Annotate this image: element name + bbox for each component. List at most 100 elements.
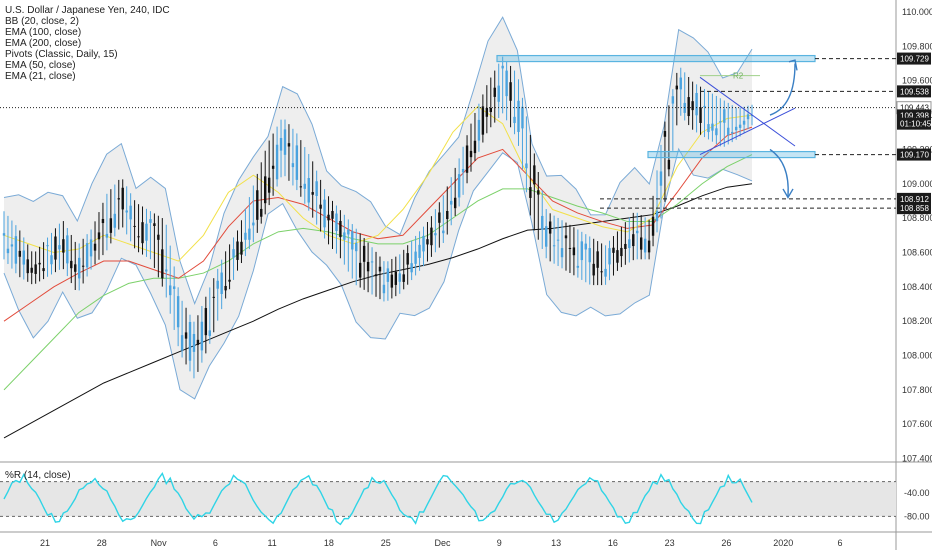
candle-body: [572, 247, 576, 256]
candle-body: [77, 257, 81, 279]
legend-ema200: EMA (200, close): [5, 38, 82, 49]
candle-body: [477, 119, 481, 141]
candle-body: [260, 208, 263, 217]
candle-body: [196, 339, 200, 345]
candle-body: [38, 262, 41, 265]
candle-body: [616, 250, 619, 263]
candle-body: [331, 210, 334, 219]
candle-body: [493, 87, 496, 97]
candle-body: [362, 245, 366, 262]
candle-body: [244, 232, 247, 240]
candle-body: [208, 330, 211, 336]
x-tick-label: 25: [381, 538, 391, 548]
candle-body: [517, 100, 520, 132]
triangle-upper-line: [699, 76, 796, 147]
candle-body: [398, 273, 401, 282]
candle-body: [347, 229, 350, 235]
candle-body: [184, 332, 188, 339]
legend-bb: BB (20, close, 2): [5, 16, 79, 27]
candle-body: [624, 243, 627, 249]
candle-body: [212, 296, 215, 298]
ema200-line: [3, 183, 753, 439]
candle-body: [165, 269, 168, 272]
candle-body: [639, 237, 643, 250]
candle-body: [469, 150, 473, 158]
candle-body: [430, 227, 433, 246]
candle-body: [287, 143, 291, 147]
candle-body: [457, 174, 461, 198]
candle-body: [66, 235, 69, 264]
candle-body: [279, 137, 283, 151]
down-arrow: [769, 148, 789, 196]
candle-body: [176, 296, 180, 328]
candle-body: [89, 239, 93, 257]
candle-body: [335, 213, 338, 231]
candle-body: [727, 127, 730, 136]
candle-body: [647, 240, 651, 253]
candle-body: [671, 96, 675, 104]
candle-body: [264, 176, 267, 204]
candle-body: [481, 106, 485, 135]
candle-body: [153, 223, 156, 227]
candle-body: [465, 145, 469, 173]
candle-body: [699, 107, 702, 123]
y-tick-label: 110.000: [902, 7, 932, 17]
candle-body: [711, 123, 714, 131]
candle-body: [687, 97, 690, 117]
x-tick-label: 13: [551, 538, 561, 548]
candle-body: [552, 245, 556, 247]
candle-body: [525, 163, 528, 169]
candle-body: [46, 245, 49, 247]
candle-body: [125, 210, 128, 213]
candle-body: [271, 165, 275, 169]
price-label-text: 109.170: [900, 151, 929, 160]
candle-body: [378, 266, 382, 272]
candle-body: [54, 236, 57, 260]
candle-body: [734, 126, 738, 131]
y-tick-label: 108.000: [902, 351, 932, 361]
ema100-line: [3, 154, 753, 391]
candle-body: [485, 107, 489, 117]
x-tick-label: Dec: [434, 538, 451, 548]
candle-body: [204, 308, 208, 336]
candle-body: [576, 265, 580, 268]
candle-body: [521, 106, 524, 129]
candle-body: [315, 181, 318, 196]
candle-body: [236, 241, 239, 260]
candle-body: [497, 85, 500, 102]
candle-body: [339, 220, 342, 238]
candle-body: [93, 243, 97, 251]
candle-body: [240, 241, 243, 255]
candle-body: [62, 239, 65, 253]
candle-body: [450, 200, 453, 205]
y-tick-label: 107.800: [902, 385, 932, 395]
candle-body: [414, 251, 417, 264]
candle-body: [545, 226, 548, 247]
ema21-line: [3, 105, 753, 262]
price-label-box: [897, 148, 931, 161]
candle-body: [145, 223, 148, 241]
candle-body: [438, 212, 441, 223]
candle-body: [723, 109, 726, 123]
candle-body: [252, 222, 255, 226]
y-tick-label: 109.600: [902, 76, 932, 86]
candle-body: [620, 247, 623, 257]
candle-body: [256, 190, 259, 220]
candle-body: [188, 321, 192, 361]
candle-body: [275, 144, 279, 180]
candle-body: [556, 239, 560, 241]
candle-body: [707, 124, 710, 133]
candle-body: [446, 211, 449, 220]
candle-body: [374, 274, 378, 277]
candle-body: [560, 248, 564, 258]
candle-body: [691, 101, 694, 111]
candle-body: [382, 284, 386, 294]
candle-body: [596, 251, 599, 268]
legend-ema100: EMA (100, close): [5, 27, 82, 38]
bollinger-band-fill: [4, 17, 752, 399]
candle-body: [636, 230, 639, 234]
candle-body: [50, 255, 53, 265]
candle-body: [402, 274, 405, 282]
up-arrow: [769, 63, 796, 116]
candle-body: [473, 140, 477, 154]
